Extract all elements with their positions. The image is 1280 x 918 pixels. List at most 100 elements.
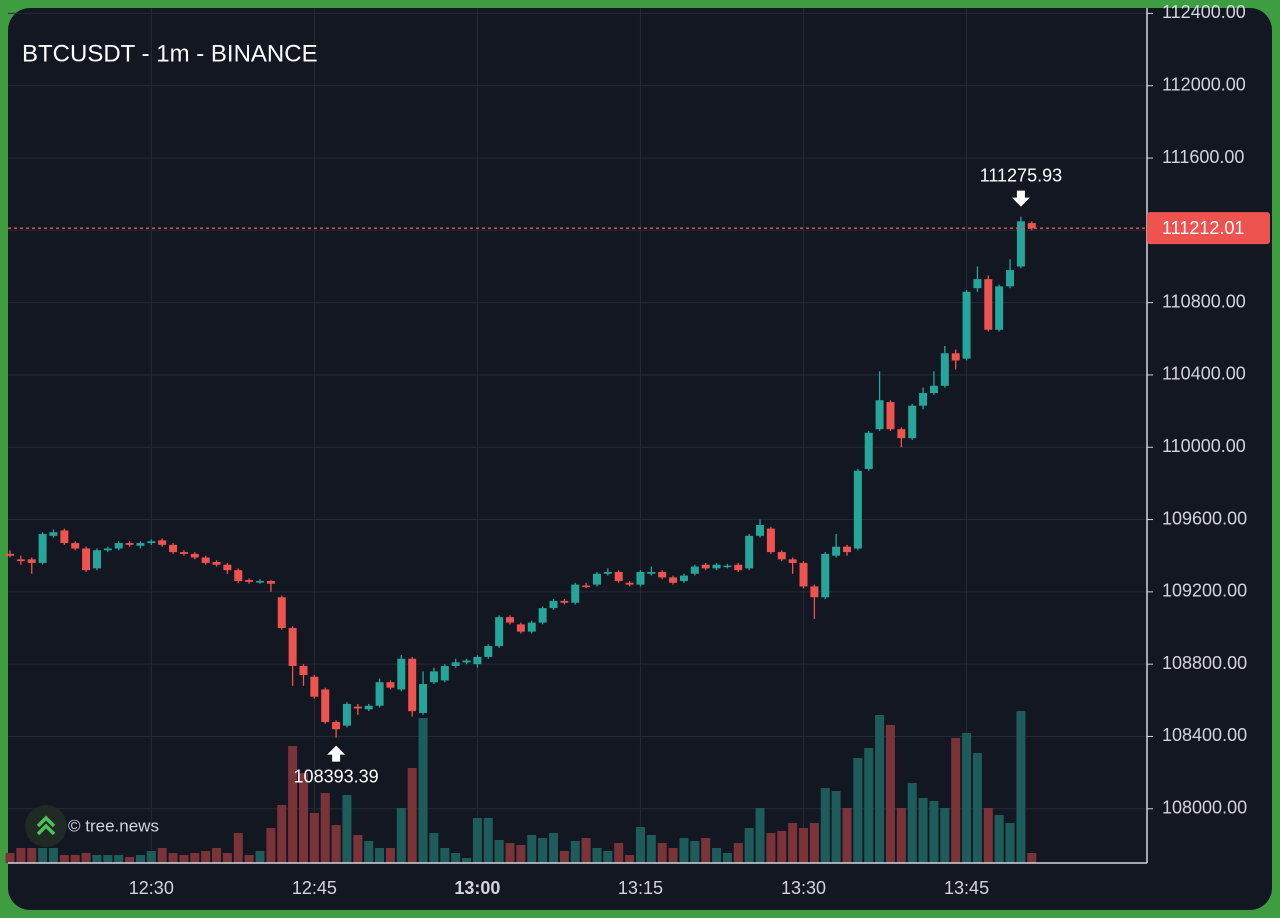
candle-body [799,562,808,587]
volume-bar [983,808,993,863]
volume-bar [385,848,395,863]
candle-body [788,559,797,563]
volume-bar [81,853,91,863]
candle-body [701,564,710,569]
candle-body [897,429,906,439]
candle-body [473,656,482,665]
candle-body [103,548,112,551]
volume-bar [657,843,667,863]
candle-body [516,624,525,632]
volume-bar [331,825,341,863]
candle-body [169,544,178,553]
volume-bar [353,835,363,863]
volume-bar [309,813,319,863]
volume-bar [494,840,504,863]
min-arrow [327,745,346,762]
y-tick-label: 109200.00 [1162,581,1247,601]
candle-body [777,552,786,560]
candle-body [734,564,743,571]
volume-bar [809,823,819,863]
candle-body [527,622,536,632]
volume-bar [885,725,895,863]
volume-bar [103,855,113,863]
volume-bar [266,828,276,863]
candle-body [419,684,428,713]
y-tick-label: 111600.00 [1162,147,1244,167]
volume-bar [1005,823,1015,863]
candle-body [256,581,265,583]
candle-body [745,535,754,569]
candle-body [353,706,362,709]
volume-bar [48,848,58,863]
candle-body [179,552,188,554]
candle-body [332,722,341,730]
volume-bar [614,843,624,863]
volume-bar [16,848,26,863]
last-price-badge [1147,212,1270,245]
candle-body [6,553,14,556]
candle-body [1027,223,1036,229]
candle-body [429,671,438,683]
volume-bar [157,848,167,863]
candle-body [679,575,688,582]
candle-body [27,559,36,563]
y-tick-label: 110400.00 [1162,364,1246,384]
candle-body [984,279,993,330]
volume-bar [146,851,156,863]
y-tick-label: 109600.00 [1162,508,1247,528]
candle-body [951,353,960,361]
candle-body [201,557,210,563]
candle-body [506,617,515,623]
candle-body [125,543,134,545]
min-label: 108393.39 [294,766,379,786]
candle-body [538,608,547,623]
volume-bar [722,853,732,863]
volume-bar [179,855,189,863]
candle-body [397,658,406,690]
volume-bar [527,835,537,863]
candle-body [690,566,699,574]
candle-body [560,600,569,603]
candle-body [669,577,678,583]
volume-bar [994,815,1004,863]
candle-body [245,580,254,582]
volume-bar [831,791,841,863]
x-tick-label: 13:45 [944,878,989,898]
volume-bar [635,827,645,863]
candle-body [864,432,873,469]
volume-bar [788,823,798,863]
volume-bar [896,808,906,863]
candle-body [310,676,319,697]
x-tick-label: 13:00 [454,878,500,898]
candle-body [842,546,851,553]
volume-bar [407,768,417,863]
volume-bar [168,853,178,863]
candle-body [266,581,275,584]
volume-bar [853,758,863,863]
volume-bar [288,746,298,863]
volume-bar [462,858,472,863]
candle-body [451,662,460,666]
volume-bar [918,798,928,863]
volume-bar [505,843,515,863]
volume-bar [418,718,428,863]
candle-body [995,286,1004,330]
candle-body [440,665,449,681]
volume-bar [972,753,982,863]
volume-bar [799,828,809,863]
candle-body [603,571,612,574]
volume-bar [668,848,678,863]
volume-bar [559,851,569,863]
candle-body [16,559,25,562]
candle-body [636,571,645,585]
volume-bar [907,783,917,863]
candle-body [592,573,601,585]
volume-bar [581,838,591,863]
candle-body [60,530,69,544]
watermark: © tree.news [68,816,159,835]
volume-bar [592,848,602,863]
volume-bar [114,855,124,863]
candle-body [342,703,351,726]
candle-body [92,550,101,569]
